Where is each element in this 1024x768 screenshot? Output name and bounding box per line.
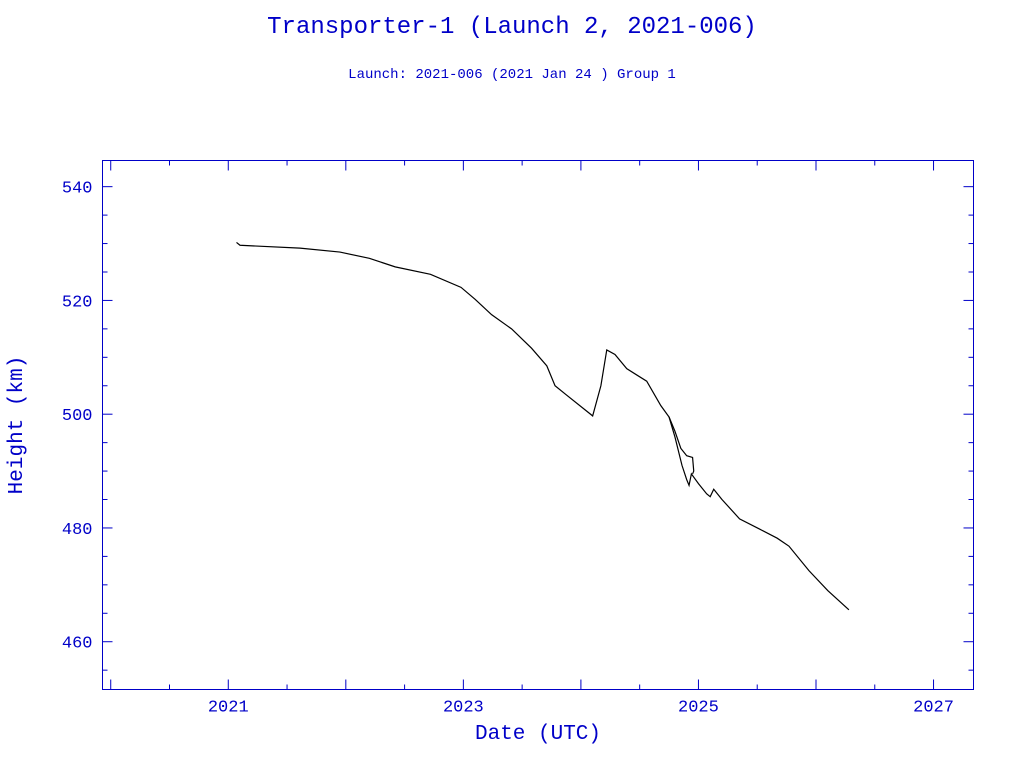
plot-frame bbox=[102, 160, 974, 690]
chart-subtitle: Launch: 2021-006 (2021 Jan 24 ) Group 1 bbox=[348, 67, 676, 83]
x-axis-label: Date (UTC) bbox=[475, 723, 601, 746]
y-tick-label: 540 bbox=[62, 180, 93, 199]
x-tick-label: 2023 bbox=[443, 699, 484, 718]
series-line-main bbox=[236, 241, 850, 611]
y-tick-label: 520 bbox=[62, 293, 93, 312]
y-tick-label: 500 bbox=[62, 407, 93, 426]
y-tick-label: 460 bbox=[62, 635, 93, 654]
y-tick-label: 480 bbox=[62, 521, 93, 540]
series-line-branch bbox=[668, 416, 695, 475]
x-tick-label: 2025 bbox=[678, 699, 719, 718]
y-axis-label: Height (km) bbox=[6, 356, 29, 495]
x-tick-label: 2021 bbox=[208, 699, 249, 718]
chart-title: Transporter-1 (Launch 2, 2021-006) bbox=[267, 14, 757, 41]
x-tick-label: 2027 bbox=[913, 699, 954, 718]
